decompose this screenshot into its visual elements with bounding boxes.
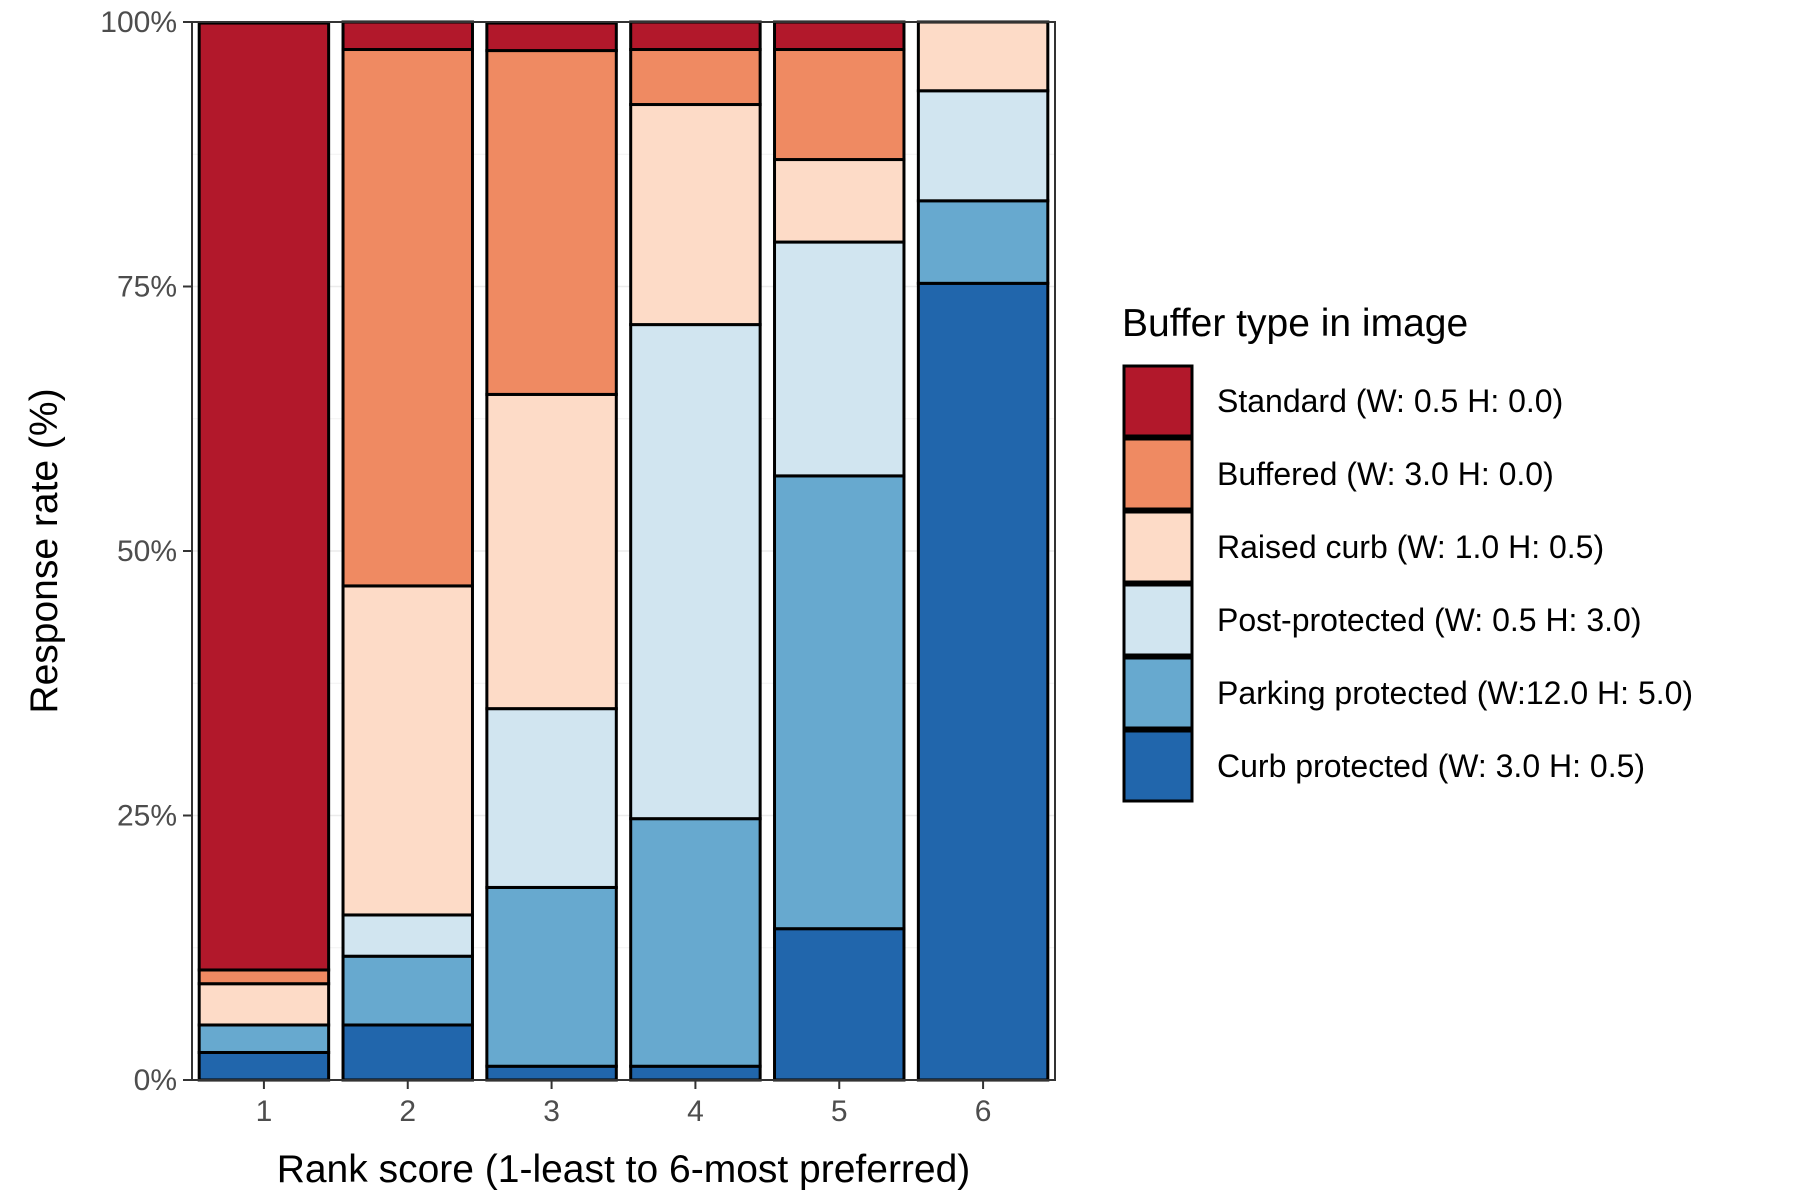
legend-label: Parking protected (W:12.0 H: 5.0) [1217, 675, 1693, 711]
bar-segment [916, 20, 1050, 93]
bar-segment [485, 1064, 618, 1082]
bar-segment [773, 927, 906, 1082]
x-tick-label: 4 [687, 1095, 704, 1128]
legend-label: Standard (W: 0.5 H: 0.0) [1217, 383, 1563, 419]
bar-segment [773, 240, 906, 478]
legend: Buffer type in image Standard (W: 0.5 H:… [1122, 302, 1693, 803]
bar-segment [485, 49, 618, 396]
bar-segment [341, 48, 474, 588]
x-tick-label: 6 [975, 1095, 992, 1128]
y-tick-label: 0% [134, 1064, 177, 1097]
legend-title: Buffer type in image [1122, 302, 1468, 345]
x-axis: 1 2 3 4 5 6 [256, 1080, 992, 1128]
x-tick-label: 3 [543, 1095, 560, 1128]
legend-key [1122, 364, 1194, 438]
x-tick-label: 1 [256, 1095, 273, 1128]
bar-segment [485, 21, 618, 53]
bar-segment [773, 20, 906, 52]
y-tick-label: 50% [117, 535, 177, 568]
legend-label: Curb protected (W: 3.0 H: 0.5) [1217, 748, 1645, 784]
x-tick-label: 2 [399, 1095, 416, 1128]
bar-segment [341, 1023, 474, 1082]
bar-segment [197, 982, 331, 1027]
bar-segment [629, 20, 762, 52]
legend-label: Raised curb (W: 1.0 H: 0.5) [1217, 529, 1604, 565]
bar-segment [773, 158, 906, 244]
x-axis-title: Rank score (1-least to 6-most preferred) [277, 1148, 971, 1191]
y-tick-label: 25% [117, 800, 177, 833]
bar-segment [916, 89, 1050, 203]
bar-segment [629, 817, 762, 1068]
bar-segment [341, 20, 474, 52]
bar-segment [629, 48, 762, 107]
bar-segment [341, 913, 474, 958]
bar-segment [197, 21, 331, 972]
legend-key [1122, 510, 1194, 584]
legend-key [1122, 729, 1194, 803]
bar-segment [629, 103, 762, 327]
bar-segment [197, 1050, 331, 1082]
legend-label: Buffered (W: 3.0 H: 0.0) [1217, 456, 1554, 492]
legend-label: Post-protected (W: 0.5 H: 3.0) [1217, 602, 1641, 638]
legend-key [1122, 583, 1194, 657]
bar-segment [485, 885, 618, 1068]
legend-key [1122, 437, 1194, 511]
bar-segment [485, 707, 618, 889]
bar-segment [629, 323, 762, 821]
bar-segment [197, 968, 331, 986]
legend-key [1122, 656, 1194, 730]
x-tick-label: 5 [831, 1095, 848, 1128]
bar-segment [773, 474, 906, 931]
y-axis: 0% 25% 50% 75% 100% [100, 6, 192, 1097]
bar-segment [916, 281, 1050, 1082]
bar-segment [773, 48, 906, 162]
y-tick-label: 100% [100, 6, 177, 39]
bar-segment [485, 392, 618, 711]
bar-segment [197, 1023, 331, 1054]
bar-segment [341, 584, 474, 917]
y-axis-title: Response rate (%) [23, 388, 66, 713]
bars [197, 20, 1050, 1082]
bar-segment [629, 1064, 762, 1082]
bar-segment [341, 954, 474, 1027]
bar-segment [916, 199, 1050, 285]
y-tick-label: 75% [117, 271, 177, 304]
